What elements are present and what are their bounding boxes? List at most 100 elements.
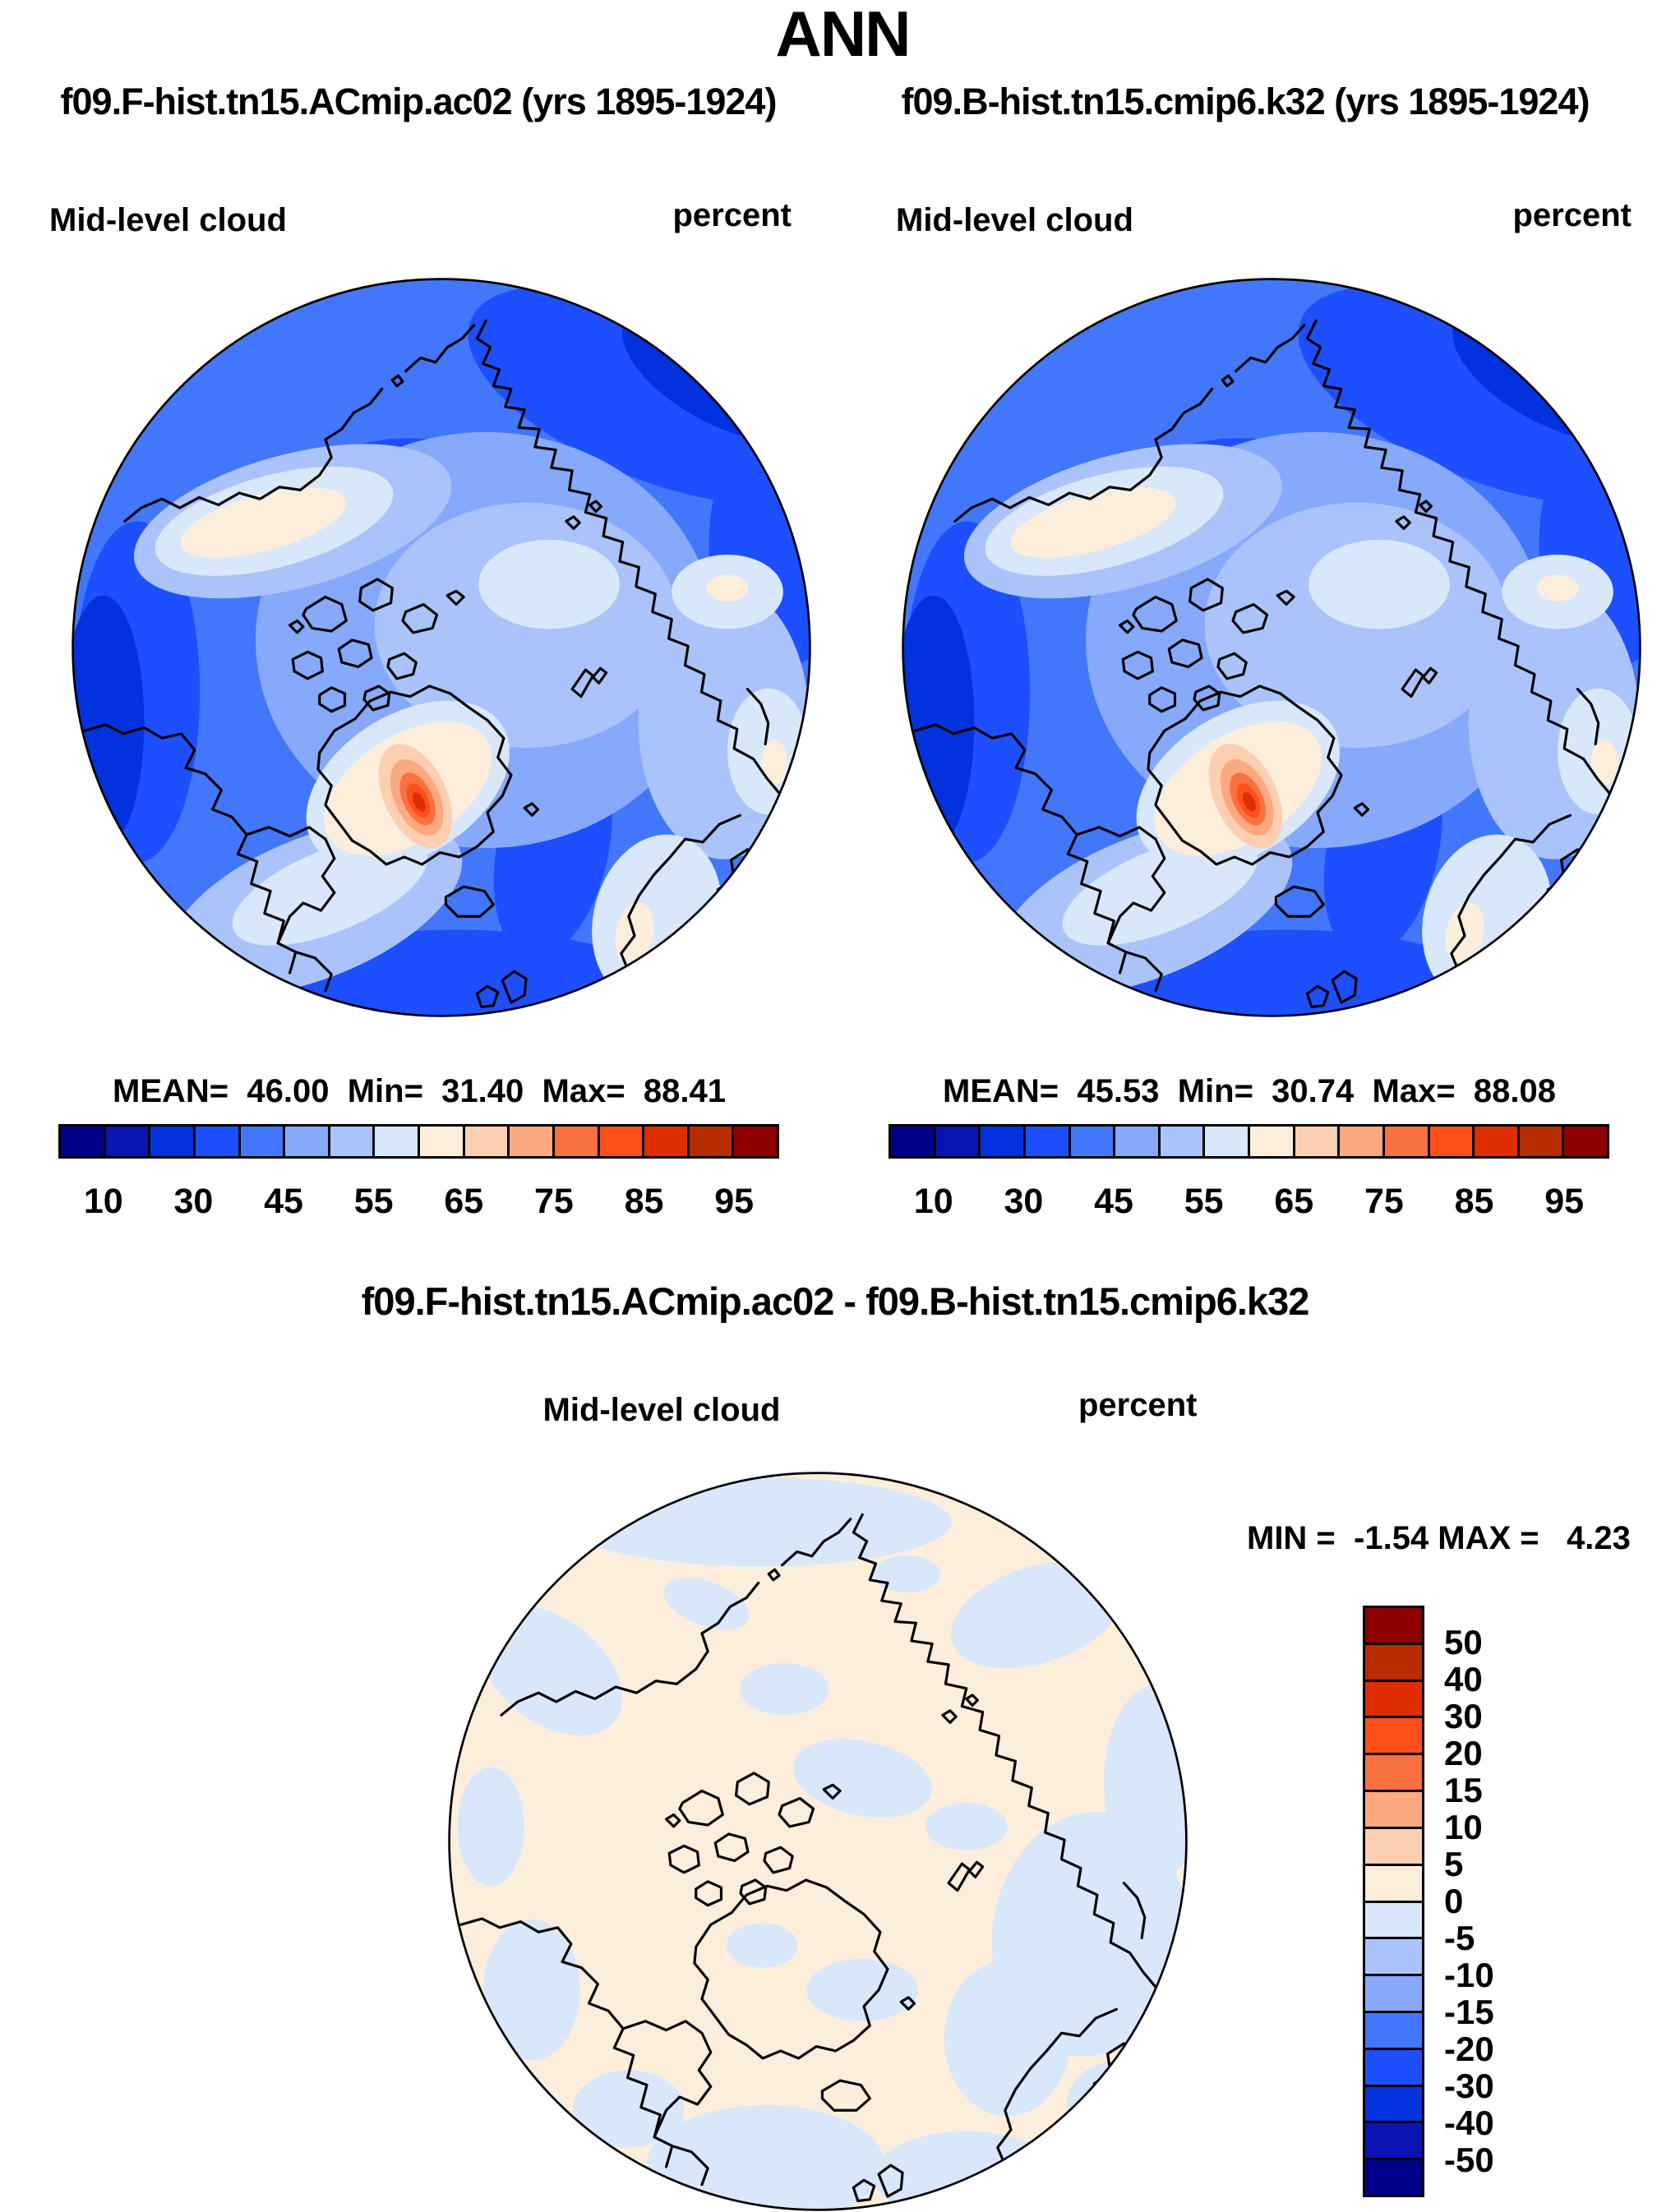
colorbar-segment	[1562, 1127, 1607, 1156]
colorbar-tick-label: 20	[1444, 1734, 1483, 1772]
header-right-case: f09.B-hist.tn15.cmip6.k32 (yrs 1895-1924…	[901, 81, 1590, 122]
map-diff	[448, 1472, 1188, 2211]
colorbar-segment	[507, 1127, 552, 1156]
colorbar-segment	[238, 1127, 284, 1156]
units-label-left: percent	[672, 197, 792, 233]
colorbar-tick-label: 65	[444, 1182, 484, 1221]
colorbar-tick-label: 15	[1444, 1771, 1483, 1809]
colorbar-tick-label: 95	[1544, 1182, 1585, 1221]
colorbar-tick-label: 5	[1444, 1845, 1464, 1883]
colorbar-tick-label: -40	[1444, 2104, 1494, 2142]
colorbar-tick-label: 10	[913, 1182, 953, 1221]
colorbar-segment	[1365, 1608, 1422, 1643]
colorbar-tick-label: -30	[1444, 2067, 1494, 2105]
colorbar-segment	[418, 1127, 463, 1156]
colorbar-segment	[1472, 1127, 1517, 1156]
colorbar-segment	[1022, 1127, 1069, 1156]
colorbar-tick-label: -5	[1444, 1919, 1475, 1957]
colorbar-segment	[1365, 1642, 1422, 1680]
colorbar-tick-label: 75	[1364, 1182, 1404, 1221]
colorbar-segment	[1157, 1127, 1203, 1156]
colorbar-segment	[462, 1127, 508, 1156]
colorbar-tick-label: 75	[534, 1182, 574, 1221]
colorbar-segment	[1292, 1127, 1338, 1156]
units-label-right: percent	[1512, 197, 1632, 233]
colorbar-segment	[61, 1127, 104, 1156]
colorbar-vertical	[1363, 1606, 1424, 2197]
colorbar-segment	[148, 1127, 193, 1156]
colorbar-segment	[552, 1127, 598, 1156]
colorbar-segment	[103, 1127, 149, 1156]
stats-right: MEAN= 45.53 Min= 30.74 Max= 88.08	[943, 1073, 1556, 1109]
colorbar-segment	[1248, 1127, 1293, 1156]
colorbar-segment	[978, 1127, 1023, 1156]
colorbar-segment	[1427, 1127, 1473, 1156]
colorbar-tick-label: 95	[714, 1182, 755, 1221]
colorbar-segment	[686, 1127, 732, 1156]
colorbar-segment	[1365, 1863, 1422, 1901]
diff-title: f09.F-hist.tn15.ACmip.ac02 - f09.B-hist.…	[361, 1279, 1310, 1323]
map-right	[902, 278, 1641, 1017]
colorbar-tick-label: 10	[1444, 1808, 1483, 1846]
colorbar-segment	[1365, 2047, 1422, 2085]
diff-field-label: Mid-level cloud	[542, 1392, 781, 1428]
colorbar-tick-label: -15	[1444, 1993, 1494, 2031]
field-label-left: Mid-level cloud	[49, 202, 287, 238]
colorbar-segment	[933, 1127, 979, 1156]
colorbar-segment	[1516, 1127, 1562, 1156]
colorbar-vertical-labels: 50 40 30 20 15 10 5 0 -5 -10 -15 -20 -30 -40 -50	[1444, 1606, 1543, 2197]
colorbar-tick-label: 45	[1094, 1182, 1133, 1221]
colorbar-segment	[372, 1127, 418, 1156]
map-left	[72, 278, 811, 1017]
colorbar-tick-label: 30	[1004, 1182, 1044, 1221]
colorbar-segment	[1365, 1753, 1422, 1790]
colorbar-segment	[1365, 2010, 1422, 2048]
colorbar-left	[58, 1124, 779, 1159]
colorbar-segment	[1365, 1937, 1422, 1975]
field-label-right: Mid-level cloud	[896, 202, 1133, 238]
colorbar-tick-label: -20	[1444, 2030, 1494, 2068]
header-left-case: f09.F-hist.tn15.ACmip.ac02 (yrs 1895-192…	[60, 81, 778, 122]
colorbar-segment	[642, 1127, 687, 1156]
colorbar-tick-label: 0	[1444, 1882, 1464, 1920]
colorbar-tick-label: 65	[1274, 1182, 1314, 1221]
colorbar-tick-label: 30	[173, 1182, 214, 1221]
colorbar-segment	[1365, 1826, 1422, 1864]
colorbar-segment	[1202, 1127, 1248, 1156]
stats-left: MEAN= 46.00 Min= 31.40 Max= 88.41	[113, 1073, 726, 1109]
colorbar-segment	[1365, 1790, 1422, 1827]
colorbar-segment	[1365, 1679, 1422, 1717]
colorbar-tick-label: 85	[1454, 1182, 1494, 1221]
colorbar-segment	[1365, 1716, 1422, 1753]
colorbar-tick-label: 55	[1184, 1182, 1224, 1221]
colorbar-segment	[1113, 1127, 1158, 1156]
colorbar-segment	[891, 1127, 934, 1156]
colorbar-tick-label: 30	[1444, 1697, 1483, 1735]
colorbar-tick-label: 50	[1444, 1623, 1483, 1661]
colorbar-segment	[1337, 1127, 1382, 1156]
colorbar-segment	[327, 1127, 373, 1156]
colorbar-tick-label: -10	[1444, 1956, 1494, 1994]
colorbar-segment	[192, 1127, 238, 1156]
colorbar-segment	[1365, 2121, 1422, 2159]
colorbar-tick-label: 85	[624, 1182, 664, 1221]
colorbar-right	[889, 1124, 1609, 1159]
colorbar-segment	[1382, 1127, 1428, 1156]
colorbar-segment	[1068, 1127, 1114, 1156]
colorbar-tick-label: 45	[264, 1182, 303, 1221]
colorbar-segment	[1365, 2084, 1422, 2122]
colorbar-tick-label: -50	[1444, 2141, 1494, 2179]
page-title: ANN	[775, 0, 912, 70]
colorbar-tick-label: 10	[83, 1182, 123, 1221]
colorbar-left-labels: 10 30 45 55 65 75 85 95	[58, 1182, 779, 1223]
diff-units-label: percent	[1078, 1387, 1198, 1423]
diff-minmax: MIN = -1.54 MAX = 4.23	[1247, 1520, 1631, 1556]
colorbar-right-labels: 10 30 45 55 65 75 85 95	[889, 1182, 1609, 1223]
colorbar-segment	[1365, 1900, 1422, 1938]
colorbar-tick-label: 55	[353, 1182, 394, 1221]
colorbar-segment	[732, 1127, 777, 1156]
colorbar-segment	[597, 1127, 643, 1156]
colorbar-segment	[283, 1127, 328, 1156]
colorbar-segment	[1365, 2158, 1422, 2195]
